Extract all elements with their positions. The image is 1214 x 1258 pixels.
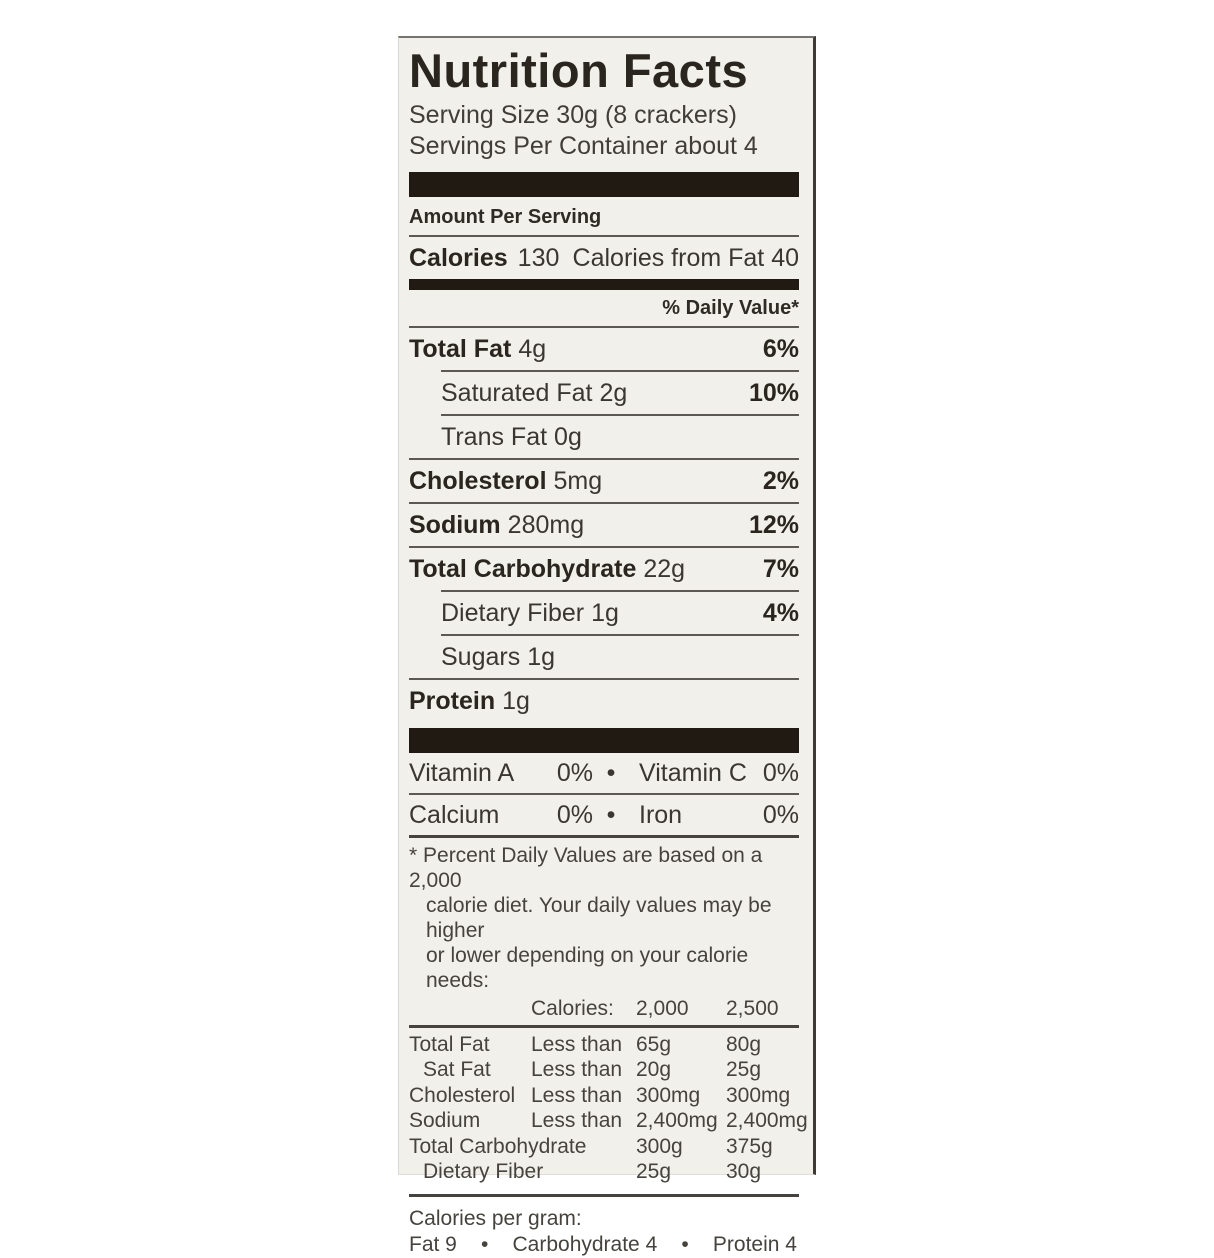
nutrient-row-trans-fat: Trans Fat 0g xyxy=(441,423,582,451)
vitamin-row-a-c: Vitamin A 0% • Vitamin C 0% xyxy=(409,759,799,787)
section-bar-calories xyxy=(409,279,799,290)
nutrition-facts-panel: Nutrition Facts Serving Size 30g (8 crac… xyxy=(398,36,816,1256)
serving-info: Serving Size 30g (8 crackers) Servings P… xyxy=(409,100,799,162)
section-bar-top xyxy=(409,172,799,197)
bullet: • xyxy=(606,801,616,829)
nutrition-facts-title: Nutrition Facts xyxy=(409,44,749,97)
nutrient-row-sugars: Sugars 1g xyxy=(441,643,556,671)
bullet: • xyxy=(681,1232,689,1256)
bullet: • xyxy=(481,1232,489,1256)
serving-size: Serving Size 30g (8 crackers) xyxy=(409,101,737,129)
servings-per-container: Servings Per Container about 4 xyxy=(409,132,758,160)
separator xyxy=(409,1024,799,1028)
nutrient-row-dietary-fiber: Dietary Fiber 1g 4% xyxy=(441,599,799,627)
cpg-protein: Protein 4 xyxy=(712,1232,797,1256)
separator xyxy=(409,835,799,838)
dv-table-row-cholesterol: Cholesterol Less than 300mg 300mg xyxy=(409,1083,791,1107)
separator xyxy=(409,502,799,504)
separator xyxy=(409,235,799,237)
nutrient-row-cholesterol: Cholesterol 5mg 2% xyxy=(409,467,799,495)
dv-table-header: Calories: 2,000 2,500 xyxy=(531,997,779,1020)
dv-table-row-total-fat: Total Fat Less than 65g 80g xyxy=(409,1032,762,1056)
dv-table-row-dietary-fiber: Dietary Fiber 25g 30g xyxy=(423,1160,762,1183)
separator xyxy=(409,1193,799,1197)
separator xyxy=(409,678,799,680)
dv-table: Total Fat Less than 65g 80g Sat Fat Less… xyxy=(409,1028,808,1190)
cpg-carbohydrate: Carbohydrate 4 xyxy=(512,1232,658,1256)
calories-value: Calories 130 xyxy=(409,244,560,272)
separator xyxy=(409,458,799,460)
bullet: • xyxy=(606,759,616,787)
vitamin-row-calcium-iron: Calcium 0% • Iron 0% xyxy=(409,801,799,829)
dv-table-row-sat-fat: Sat Fat Less than 20g 25g xyxy=(423,1058,762,1081)
nutrient-row-total-fat: Total Fat 4g 6% xyxy=(409,335,799,363)
separator xyxy=(409,546,799,548)
separator xyxy=(409,326,799,328)
cpg-fat: Fat 9 xyxy=(409,1232,457,1256)
separator xyxy=(441,634,799,636)
daily-value-header: % Daily Value* xyxy=(662,297,799,319)
calories-per-gram-title: Calories per gram: xyxy=(409,1206,582,1230)
separator xyxy=(441,590,799,592)
separator xyxy=(441,370,799,372)
calories-row: Calories 130 Calories from Fat 40 xyxy=(409,237,799,279)
separator xyxy=(409,793,799,795)
calories-from-fat: Calories from Fat 40 xyxy=(572,244,799,272)
calories-per-gram: Calories per gram: Fat 9 • Carbohydrate … xyxy=(409,1201,799,1258)
dv-table-row-total-carbohydrate: Total Carbohydrate 300g 375g xyxy=(409,1134,773,1158)
dv-table-row-sodium: Sodium Less than 2,400mg 2,400mg xyxy=(409,1109,808,1132)
daily-value-footnote: * Percent Daily Values are based on a 2,… xyxy=(409,844,772,992)
amount-per-serving-label: Amount Per Serving xyxy=(409,206,602,228)
nutrient-row-protein: Protein 1g xyxy=(409,687,530,715)
section-bar-vitamins xyxy=(409,728,799,753)
nutrient-row-saturated-fat: Saturated Fat 2g 10% xyxy=(441,379,799,407)
nutrient-row-sodium: Sodium 280mg 12% xyxy=(409,511,799,539)
separator xyxy=(441,414,799,416)
nutrient-row-total-carbohydrate: Total Carbohydrate 22g 7% xyxy=(409,555,799,583)
